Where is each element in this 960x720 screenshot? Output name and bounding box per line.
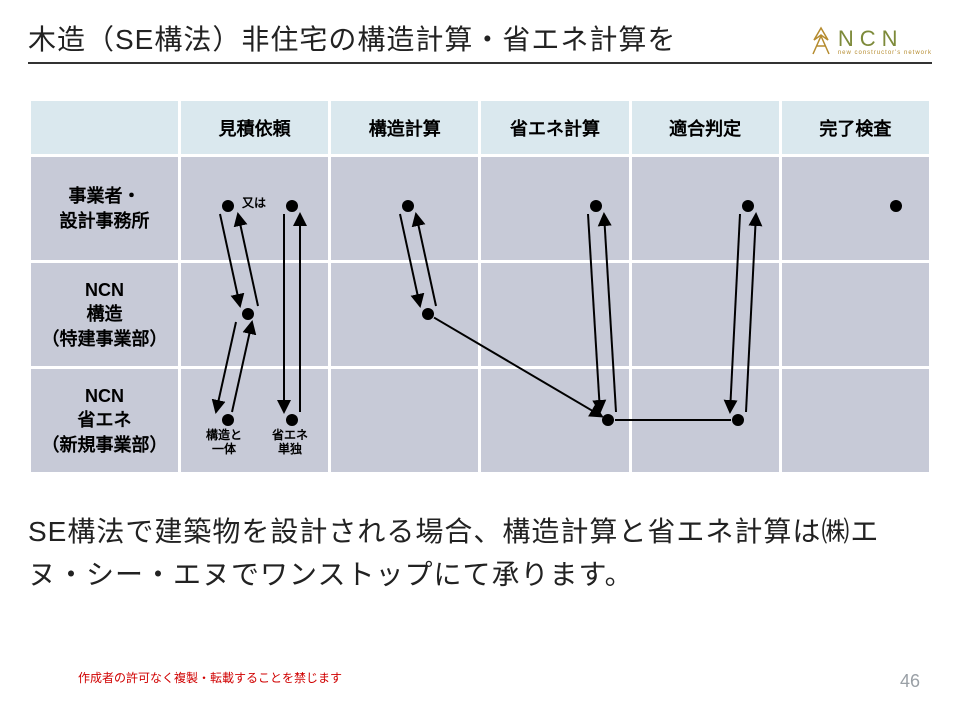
- col-header: 構造計算: [330, 100, 480, 156]
- body-text: SE構法で建築物を設計される場合、構造計算と省エネ計算は㈱エヌ・シー・エヌでワン…: [28, 510, 932, 597]
- logo-text: NCN: [838, 28, 932, 50]
- logo: NCN new constructor's network: [808, 26, 932, 58]
- logo-mark-icon: [808, 26, 834, 56]
- title-row: 木造（SE構法）非住宅の構造計算・省エネ計算を NCN new construc…: [28, 18, 932, 64]
- chart-grid: 見積依頼 構造計算 省エネ計算 適合判定 完了検査 事業者・設計事務所 NCN構…: [28, 98, 932, 475]
- footer-note: 作成者の許可なく複製・転載することを禁じます: [78, 669, 342, 686]
- row-label: 事業者・設計事務所: [30, 156, 180, 262]
- col-header: 完了検査: [780, 100, 930, 156]
- page-title: 木造（SE構法）非住宅の構造計算・省エネ計算を: [28, 18, 808, 58]
- col-header: 省エネ計算: [480, 100, 630, 156]
- row-label: NCN構造（特建事業部）: [30, 262, 180, 368]
- row-label: NCN省エネ（新規事業部）: [30, 368, 180, 474]
- col-header: 見積依頼: [180, 100, 330, 156]
- logo-subtext: new constructor's network: [838, 50, 932, 56]
- annot-mataha: 又は: [242, 194, 266, 211]
- annot-shoene-tandoku: 省エネ単独: [272, 428, 308, 457]
- corner-cell: [30, 100, 180, 156]
- page-number: 46: [900, 671, 920, 692]
- col-header: 適合判定: [630, 100, 780, 156]
- flow-chart: 見積依頼 構造計算 省エネ計算 適合判定 完了検査 事業者・設計事務所 NCN構…: [28, 98, 932, 474]
- annot-kozo-ittai: 構造と一体: [206, 428, 242, 457]
